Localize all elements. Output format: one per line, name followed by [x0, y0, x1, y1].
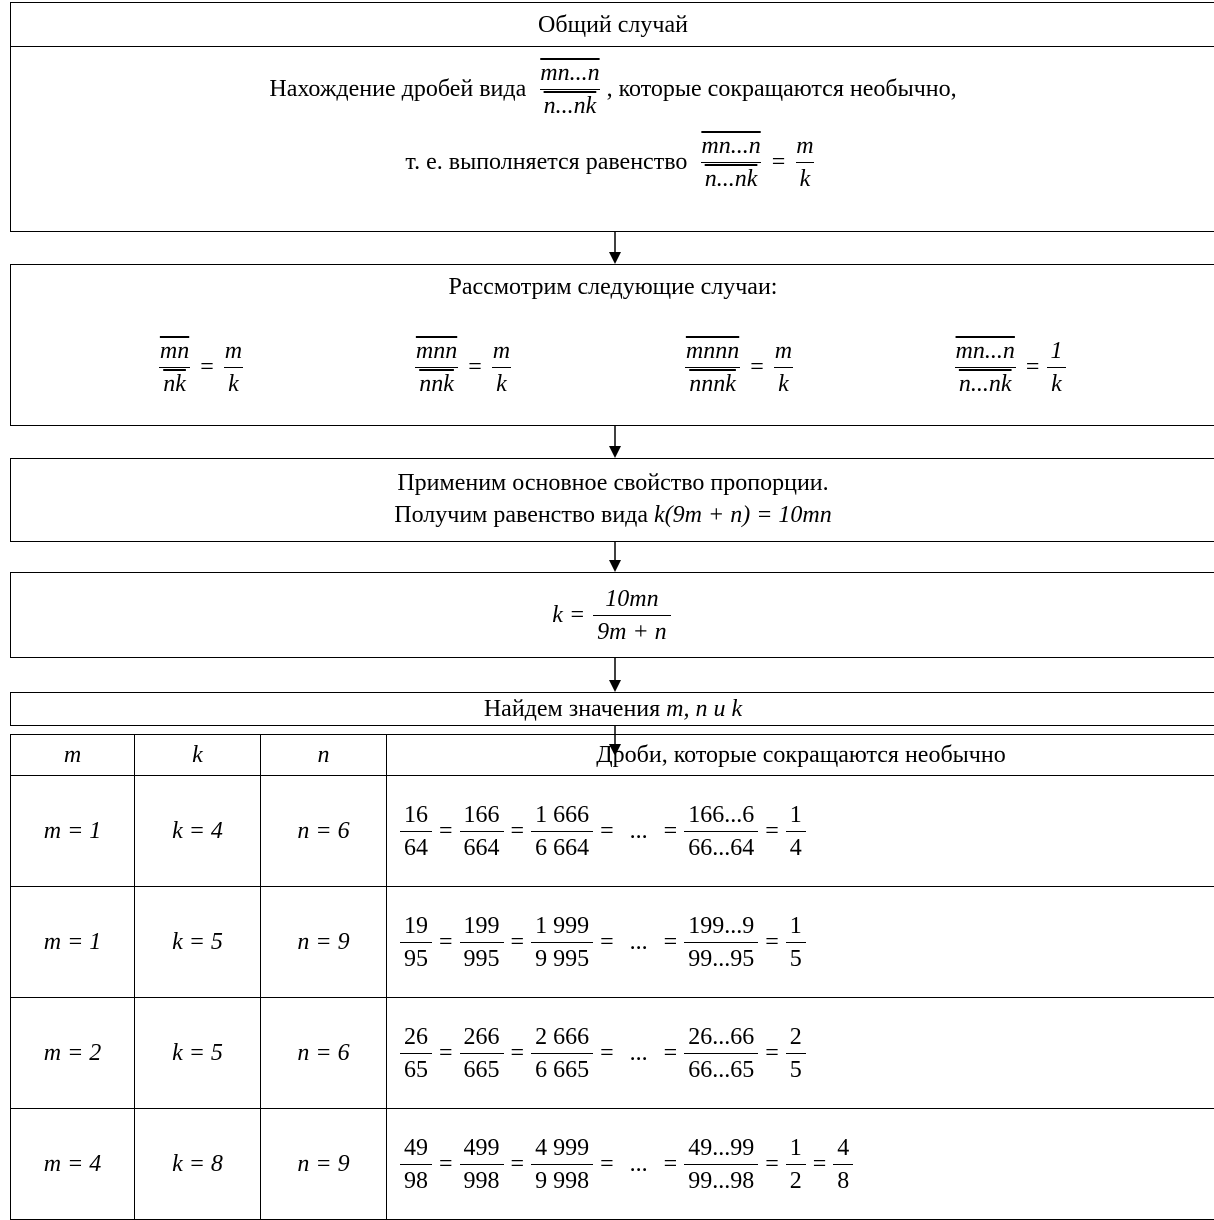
proportion-line2: Получим равенство вида k(9m + n) = 10mn — [11, 499, 1214, 531]
cell-n: n = 6 — [261, 776, 387, 887]
cases-title: Рассмотрим следующие случаи: — [11, 267, 1214, 307]
cell-k: k = 4 — [135, 776, 261, 887]
find-values-box: Найдем значения m, n и k — [10, 692, 1214, 726]
cell-k: k = 5 — [135, 998, 261, 1109]
cell-n: n = 9 — [261, 1109, 387, 1220]
ellipsis: ... — [630, 929, 648, 956]
general-fraction: mn...n n...nk — [536, 57, 603, 122]
cell-n: n = 9 — [261, 887, 387, 998]
cell-m: m = 1 — [11, 887, 135, 998]
proportion-box: Применим основное свойство пропорции. По… — [10, 458, 1214, 542]
cell-m: m = 1 — [11, 776, 135, 887]
general-case-suffix: , которые сокращаются необычно, — [607, 76, 957, 103]
general-case-prefix: Нахождение дробей вида — [269, 76, 526, 103]
general-case-title-box: Общий случай — [10, 2, 1214, 48]
cell-m: m = 4 — [11, 1109, 135, 1220]
k-formula-box: k = 10mn 9m + n — [10, 572, 1214, 658]
general-case-line1: Нахождение дробей вида mn...n n...nk , к… — [11, 57, 1214, 122]
proportion-line1: Применим основное свойство пропорции. — [11, 467, 1214, 499]
equality-rhs: m k — [792, 130, 817, 195]
table-header-cell: m — [11, 735, 135, 776]
k-formula: k = 10mn 9m + n — [11, 573, 1214, 657]
cell-k: k = 5 — [135, 887, 261, 998]
table-header-cell: n — [261, 735, 387, 776]
ellipsis: ... — [630, 1151, 648, 1178]
equality-fraction: mn...n n...nk — [697, 130, 764, 195]
general-case-box: Нахождение дробей вида mn...n n...nk , к… — [10, 46, 1214, 232]
ellipsis: ... — [630, 1040, 648, 1067]
equality-prefix: т. е. выполняется равенство — [405, 149, 687, 176]
proportion-equation: k(9m + n) = 10mn — [654, 502, 832, 528]
table-header-cell: k — [135, 735, 261, 776]
general-case-title: Общий случай — [11, 3, 1214, 47]
general-case-line2: т. е. выполняется равенство mn...n n...n… — [11, 130, 1214, 195]
find-values-text: Найдем значения m, n и k — [11, 693, 1214, 725]
cell-n: n = 6 — [261, 998, 387, 1109]
cell-k: k = 8 — [135, 1109, 261, 1220]
ellipsis: ... — [630, 818, 648, 845]
cell-m: m = 2 — [11, 998, 135, 1109]
table-header-cell: Дроби, которые сокращаются необычно — [387, 735, 1214, 776]
